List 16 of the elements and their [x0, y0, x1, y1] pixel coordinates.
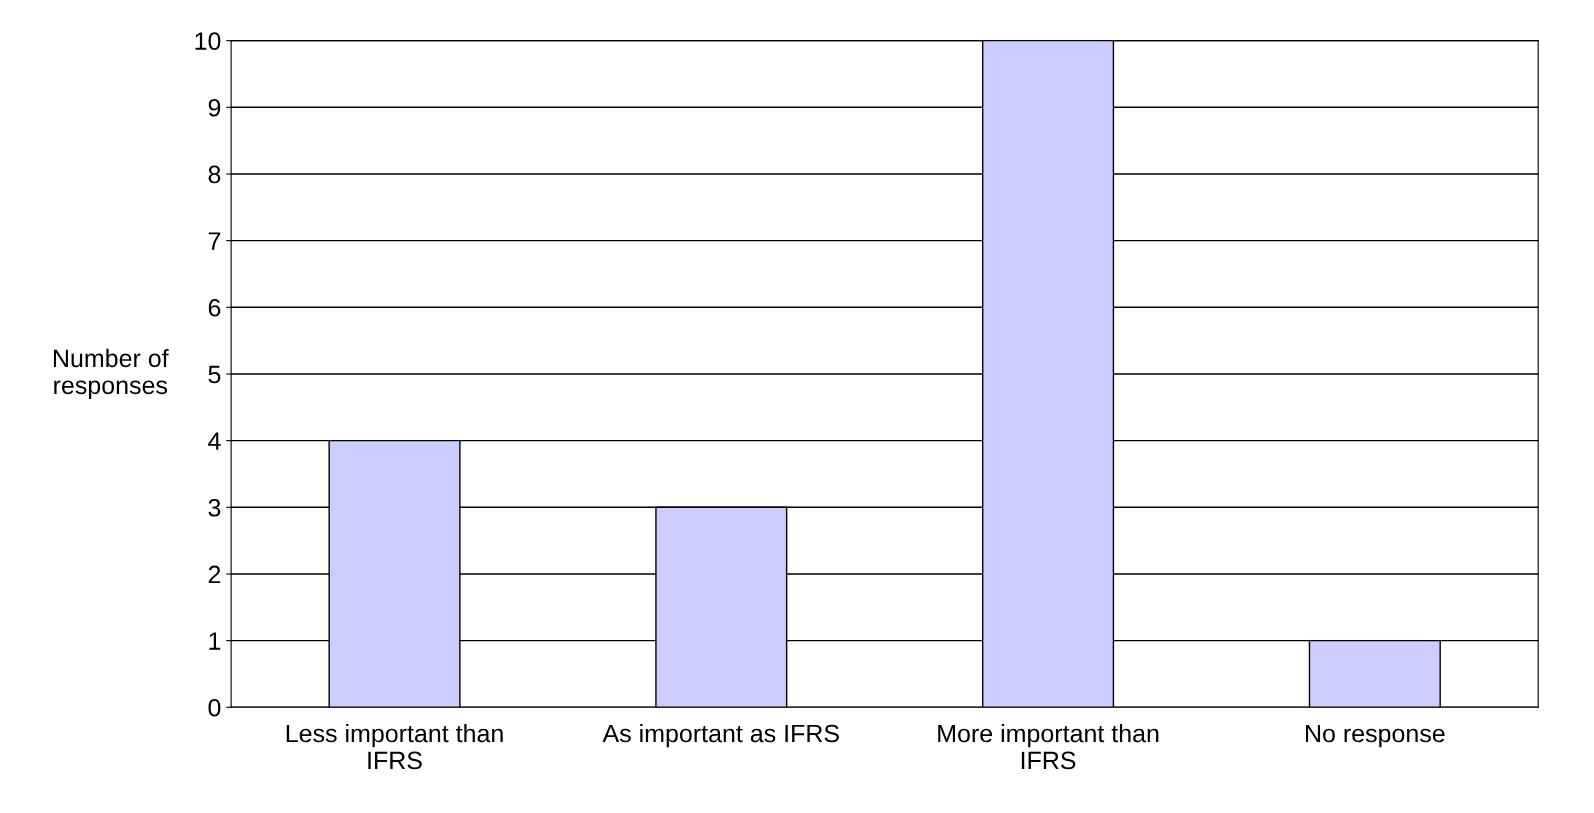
- y-tick-label: 0: [208, 698, 221, 717]
- x-tick-label: As important as IFRS: [602, 723, 839, 748]
- y-tick-label: 10: [195, 32, 221, 50]
- y-tick-label: 9: [208, 98, 221, 117]
- y-tick-label: 5: [208, 365, 221, 384]
- y-axis-title: Number of responses: [53, 348, 169, 400]
- x-tick-label: No response: [1306, 724, 1445, 748]
- y-tick-label: 7: [208, 232, 221, 250]
- y-tick-label: 2: [208, 565, 221, 584]
- y-tick-label: 8: [208, 165, 221, 184]
- x-tick-label: More important than IFRS: [938, 723, 1159, 770]
- y-tick-label: 1: [209, 632, 221, 650]
- y-tick-label: 6: [208, 298, 221, 317]
- y-tick-label: 4: [208, 432, 221, 450]
- y-tick-label: 3: [208, 498, 221, 517]
- x-tick-label: Less important than IFRS: [286, 723, 503, 770]
